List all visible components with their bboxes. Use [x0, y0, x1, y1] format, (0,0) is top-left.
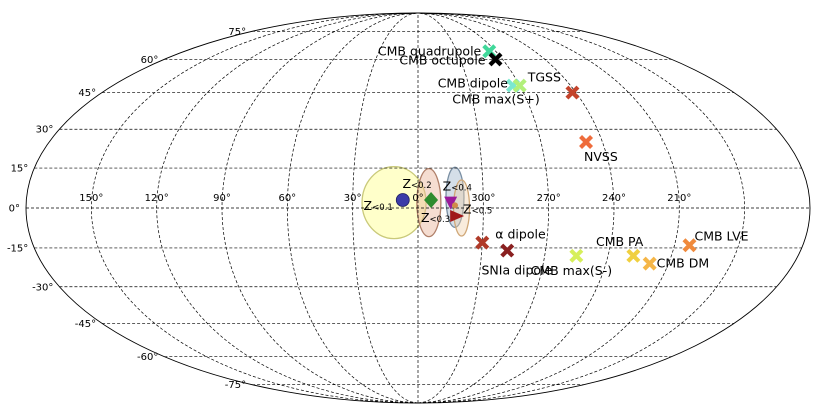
point-label: Z<0.2	[402, 176, 431, 191]
lat-tick-label: 45°	[78, 88, 96, 99]
lat-tick-label: 15°	[11, 164, 29, 175]
meridian--120	[417, 12, 680, 404]
lon-tick-label: 210°	[667, 193, 691, 204]
point-label: Z<0.1	[364, 198, 393, 213]
point-label: CMB PA	[596, 234, 644, 249]
tick-labels: 150° 120° 90° 60° 30° 0° 300° 270° 240° 210° 75° 60…	[7, 27, 691, 391]
lat-tick-label: 30°	[36, 125, 54, 136]
point-label: Z<0.4	[443, 179, 472, 194]
meridian--150	[417, 12, 746, 404]
point-cmb-pa	[626, 248, 641, 263]
region-0	[361, 166, 427, 240]
point-label: CMB dipole	[438, 76, 509, 91]
lon-tick-label: 90°	[213, 193, 231, 204]
point-label: CMB LVE	[694, 228, 748, 243]
lat-tick-label: -30°	[32, 282, 53, 293]
point-z-0-4	[444, 196, 458, 210]
meridian-150	[90, 12, 419, 404]
lat-tick-label: -60°	[137, 352, 158, 363]
lon-tick-label: 120°	[145, 193, 169, 204]
point-z-0-5	[452, 202, 459, 209]
meridian-120	[156, 12, 419, 404]
lat-tick-label: 60°	[141, 55, 159, 66]
point-cmb-dm	[642, 256, 657, 271]
lon-tick-label: 150°	[79, 193, 103, 204]
point-nvss	[579, 135, 594, 149]
lon-tick-label: 300°	[471, 193, 495, 204]
point--dipole	[475, 235, 490, 250]
lon-tick-label: 0°	[412, 193, 423, 204]
lat-tick-label: -15°	[7, 243, 28, 254]
point-label: CMB octupole	[399, 52, 485, 67]
point-snia-dipole	[500, 243, 515, 258]
point-z-0-1	[395, 193, 410, 207]
point-label: TGSS	[527, 70, 561, 85]
lat-tick-label: -45°	[75, 319, 96, 330]
meridian-30	[352, 12, 419, 404]
lon-tick-label: 270°	[537, 193, 561, 204]
meridian-60	[286, 12, 419, 404]
point-z-0-3	[450, 210, 465, 223]
point-label: Z<0.5	[463, 201, 492, 216]
lon-tick-label: 60°	[278, 193, 296, 204]
point-z-0-2	[424, 191, 439, 208]
lat-tick-label: -75°	[225, 380, 246, 391]
point-cmb-lve	[682, 238, 697, 253]
point-label: CMB DM	[657, 256, 709, 271]
data-points	[395, 44, 697, 271]
point-label: CMB quadrupole	[378, 43, 482, 58]
meridian-90	[221, 12, 419, 404]
point-label: CMB max(S+)	[452, 92, 539, 107]
lon-tick-label: 30°	[344, 193, 362, 204]
point-label: Z<0.3	[421, 210, 450, 225]
point-cmb-max-s-	[569, 248, 584, 263]
point-3c	[565, 85, 580, 100]
meridian--30	[417, 12, 484, 404]
lon-tick-label: 240°	[602, 193, 626, 204]
meridian--90	[417, 12, 615, 404]
point-label: SNIa dipole	[481, 263, 552, 278]
point-label: α dipole	[495, 227, 546, 242]
lat-tick-label: 0°	[9, 204, 20, 215]
meridian--60	[417, 12, 550, 404]
point-cmb-octupole	[488, 52, 503, 67]
point-tgss	[512, 78, 527, 93]
point-label: CMB max(S-)	[531, 263, 613, 278]
lat-tick-label: 75°	[228, 27, 246, 38]
grid-layer	[25, 12, 811, 404]
point-label: NVSS	[584, 149, 618, 164]
